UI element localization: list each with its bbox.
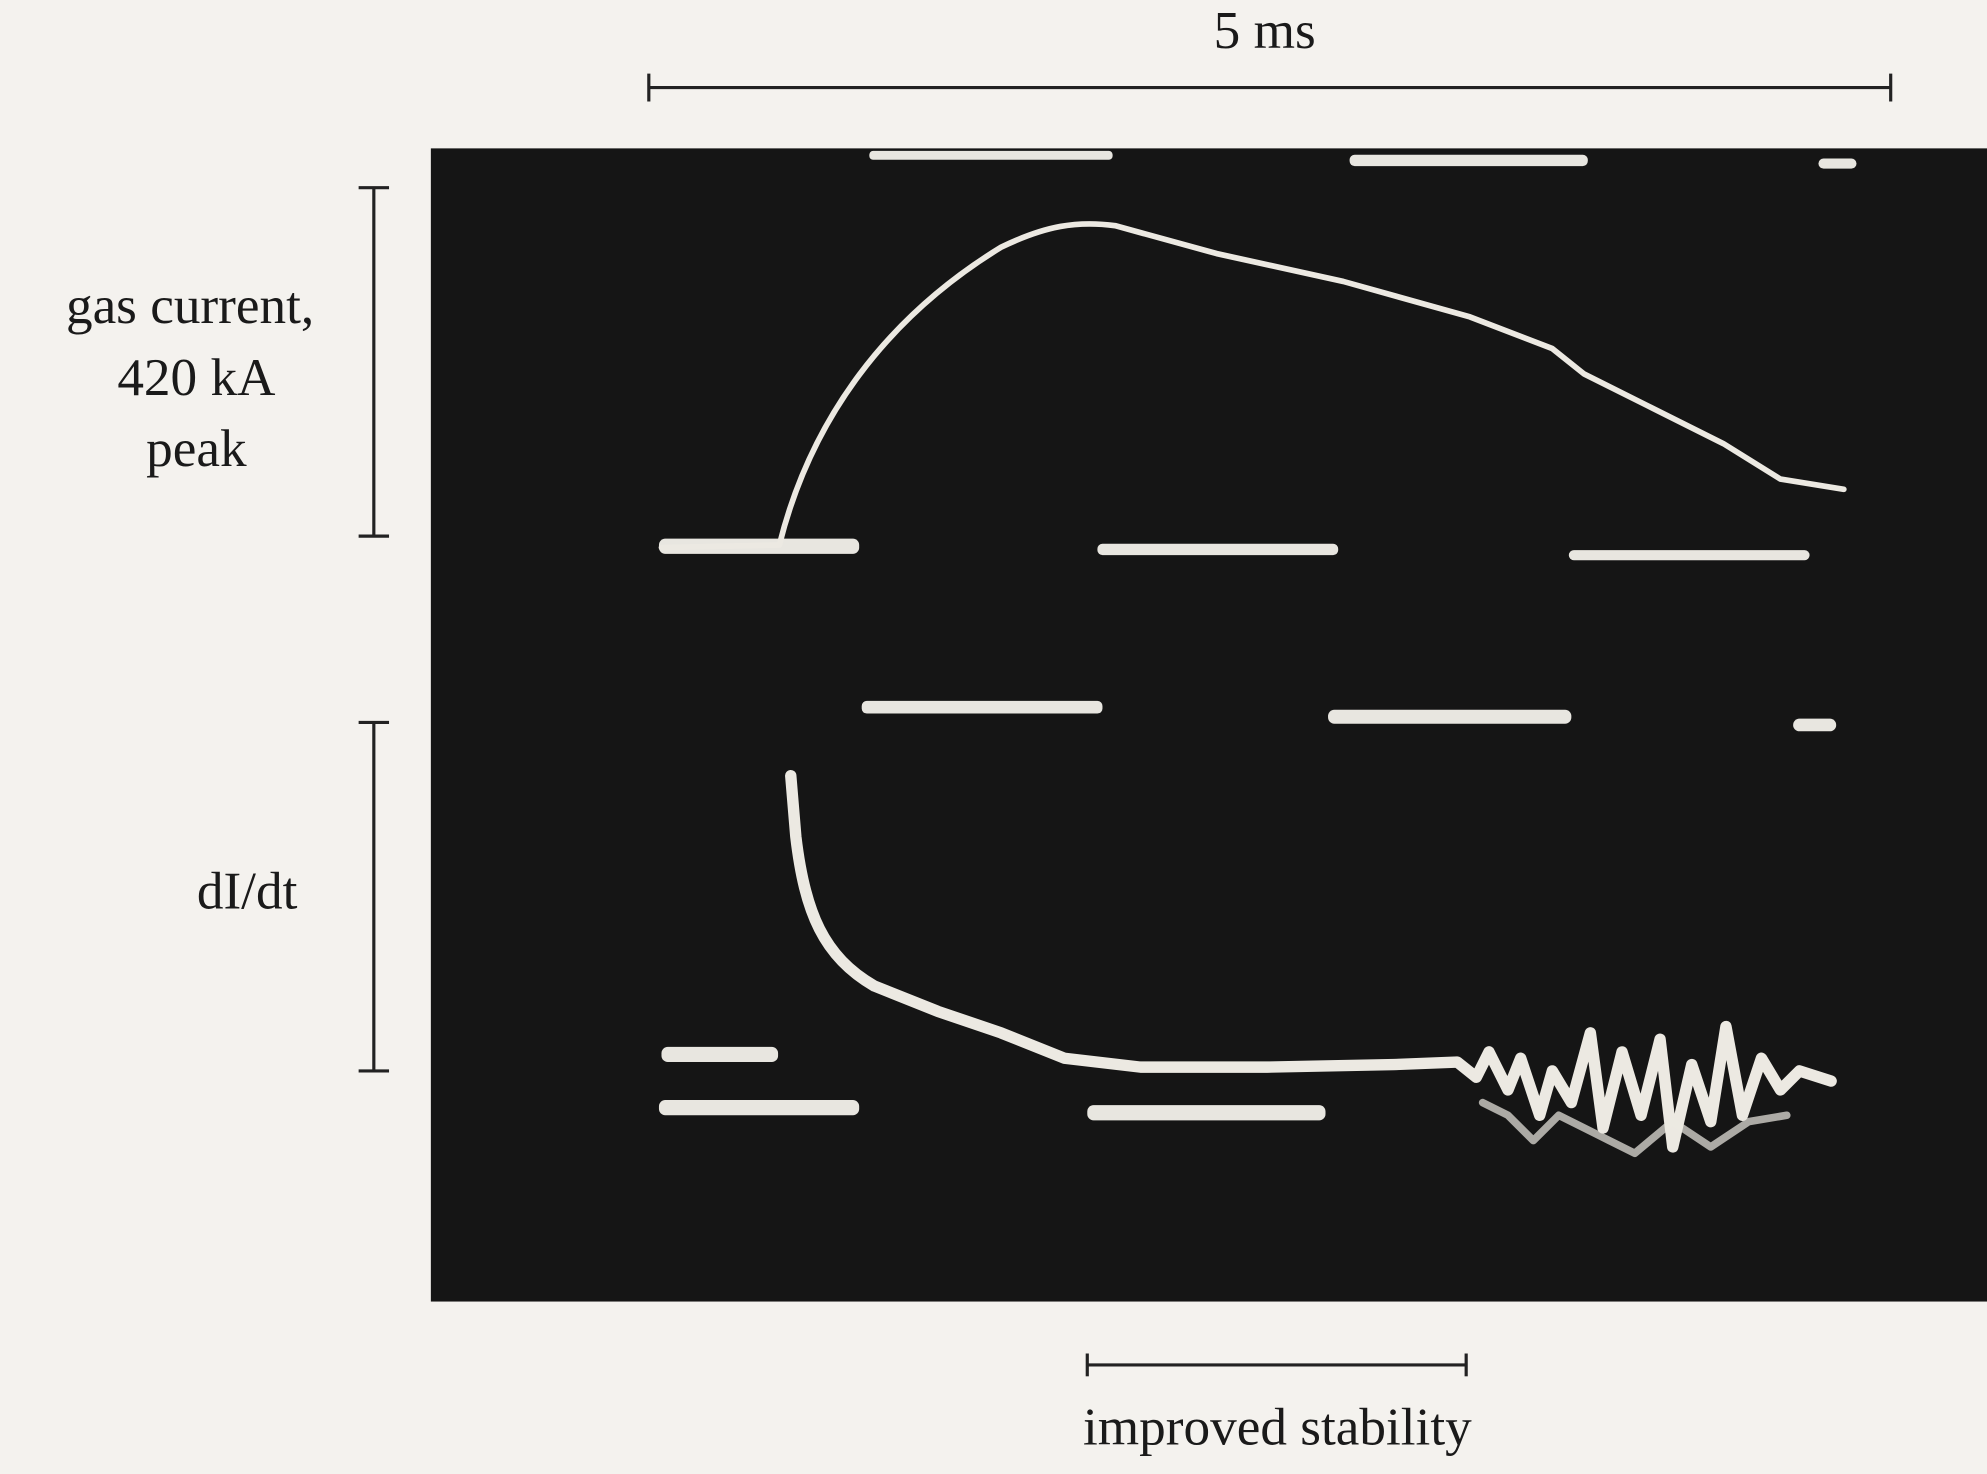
stability-label: improved stability [1083, 1397, 1472, 1456]
current-trace [658, 221, 1847, 551]
time-scale-label: 5 ms [1214, 1, 1316, 60]
current-label-line: gas current, [66, 276, 314, 335]
derivative-noise [1478, 1098, 1791, 1158]
oscilloscope-screen [430, 148, 1987, 1302]
time-scale-bar [647, 73, 1893, 102]
derivative-bracket [358, 720, 390, 1073]
current-bracket [358, 186, 390, 538]
stability-bar [1085, 1353, 1468, 1377]
derivative-trace [785, 769, 1837, 1153]
current-label-line: peak [146, 419, 247, 478]
derivative-label: dI/dt [197, 861, 298, 920]
current-label-line: 420 kA [117, 348, 276, 407]
